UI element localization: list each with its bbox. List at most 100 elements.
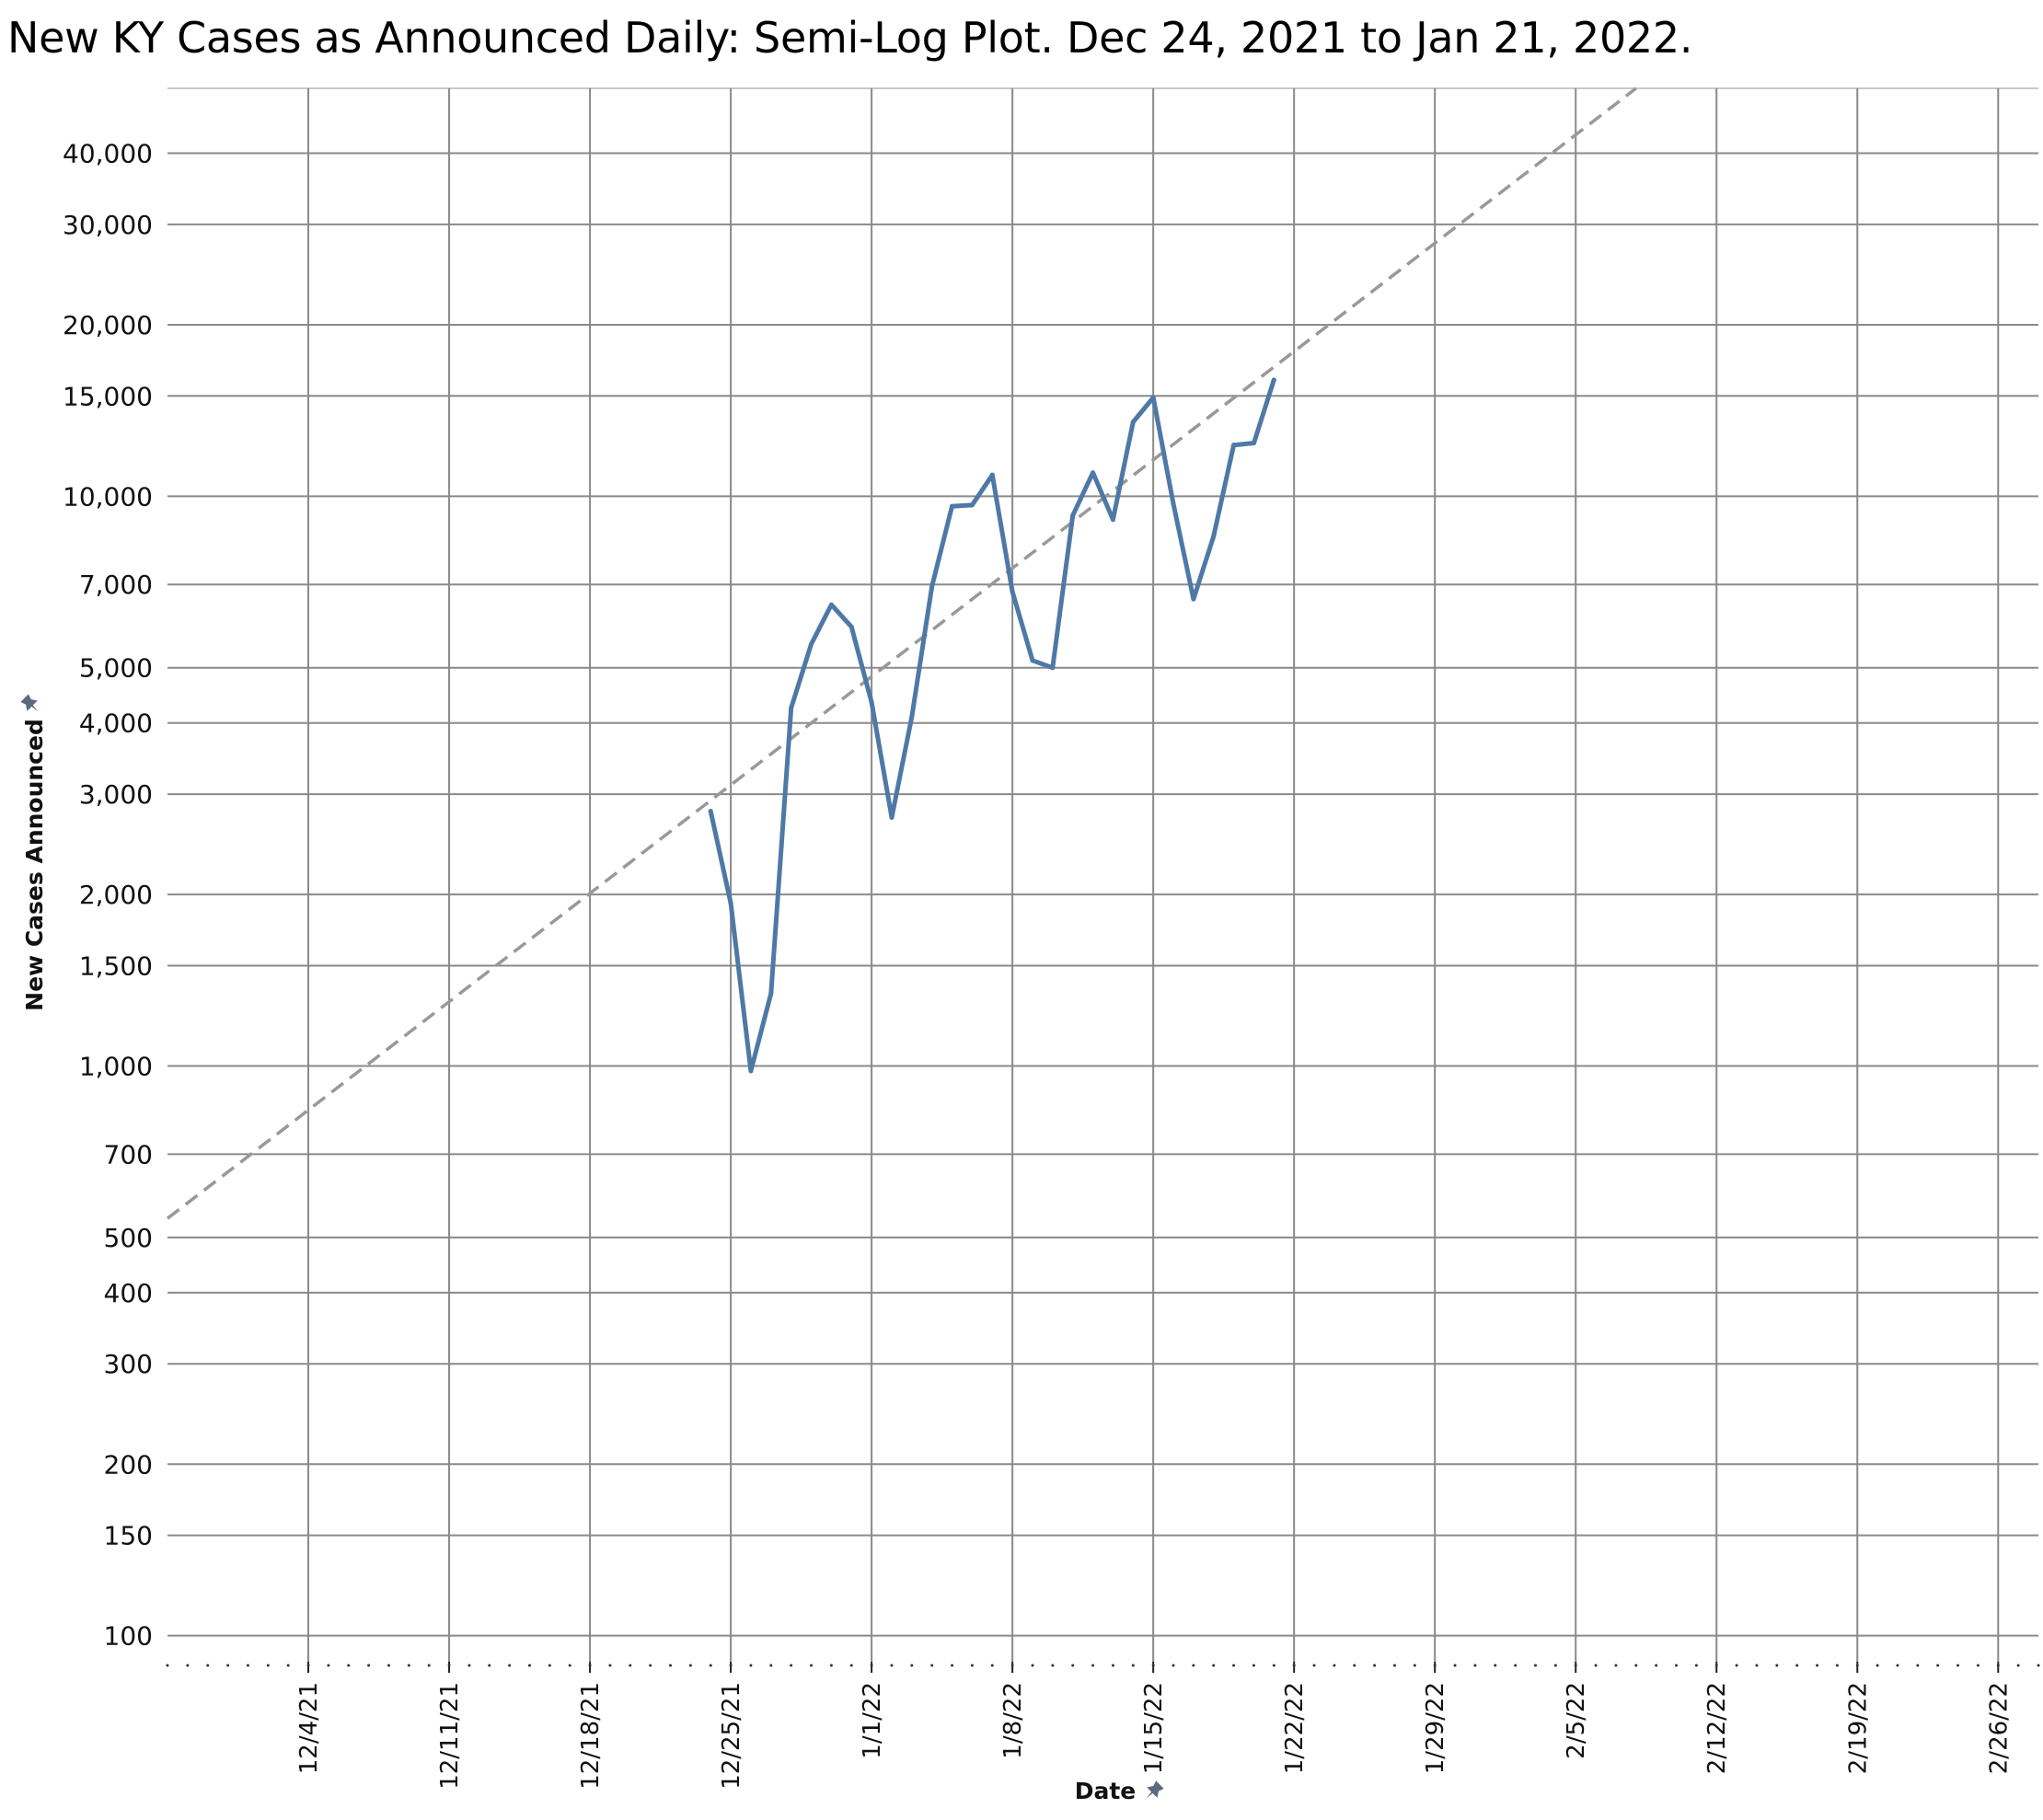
x-minor-tick <box>1111 1664 1114 1667</box>
data-point[interactable] <box>1191 596 1196 602</box>
x-minor-tick <box>1091 1664 1095 1667</box>
x-minor-tick <box>1131 1664 1135 1667</box>
x-minor-tick <box>688 1664 692 1667</box>
y-tick-label: 5,000 <box>79 653 153 684</box>
data-point[interactable] <box>1070 513 1076 518</box>
data-point[interactable] <box>1251 440 1256 445</box>
x-minor-tick <box>327 1664 330 1667</box>
data-point[interactable] <box>1271 377 1276 383</box>
data-point[interactable] <box>848 624 854 629</box>
x-minor-tick <box>1675 1664 1679 1667</box>
x-minor-tick <box>2016 1664 2020 1667</box>
x-minor-tick <box>1835 1664 1839 1667</box>
x-tick-label: 12/18/21 <box>577 1682 605 1790</box>
series-line-new-cases[interactable] <box>708 377 1276 1074</box>
x-minor-tick <box>870 1664 873 1667</box>
data-point[interactable] <box>768 991 774 996</box>
x-minor-tick <box>527 1664 531 1667</box>
data-point[interactable] <box>1150 395 1156 400</box>
x-minor-tick <box>1855 1664 1859 1667</box>
x-minor-tick <box>1292 1664 1296 1667</box>
data-point[interactable] <box>969 502 975 508</box>
data-point[interactable] <box>1010 589 1015 594</box>
y-tick-label: 500 <box>104 1223 153 1253</box>
x-minor-tick <box>1533 1664 1537 1667</box>
y-tick-label: 3,000 <box>79 779 153 810</box>
y-tick-label: 200 <box>104 1449 153 1480</box>
x-minor-tick <box>1735 1664 1738 1667</box>
y-axis-pin-icon[interactable] <box>19 693 43 717</box>
data-point[interactable] <box>989 472 995 478</box>
x-minor-tick <box>1010 1664 1014 1667</box>
x-tick-label: 1/8/22 <box>999 1682 1027 1759</box>
x-minor-tick <box>266 1664 270 1667</box>
x-minor-tick <box>1272 1664 1275 1667</box>
data-point[interactable] <box>809 641 814 647</box>
data-point[interactable] <box>889 814 895 820</box>
x-minor-tick <box>1614 1664 1618 1667</box>
data-point[interactable] <box>1030 658 1035 663</box>
y-tick-label: 1,500 <box>79 950 153 981</box>
x-minor-tick <box>1755 1664 1759 1667</box>
x-minor-tick <box>1151 1664 1155 1667</box>
data-point[interactable] <box>950 503 955 509</box>
data-point[interactable] <box>1110 517 1115 523</box>
data-point[interactable] <box>1231 443 1237 448</box>
y-tick-label: 400 <box>104 1278 153 1308</box>
x-minor-tick <box>910 1664 914 1667</box>
x-minor-tick <box>1172 1664 1175 1667</box>
x-minor-tick <box>1473 1664 1477 1667</box>
x-minor-tick <box>749 1664 753 1667</box>
x-minor-tick <box>1816 1664 1819 1667</box>
x-minor-tick <box>1071 1664 1075 1667</box>
x-minor-tick <box>186 1664 190 1667</box>
x-minor-tick <box>407 1664 410 1667</box>
x-minor-tick <box>226 1664 230 1667</box>
x-minor-tick <box>488 1664 491 1667</box>
x-tick-label: 12/25/21 <box>718 1682 745 1790</box>
data-point[interactable] <box>1050 665 1056 671</box>
x-tick-label: 12/11/21 <box>436 1682 464 1790</box>
data-point[interactable] <box>1211 534 1217 539</box>
x-minor-tick <box>1694 1664 1698 1667</box>
x-axis-pin-icon[interactable] <box>1141 1780 1165 1803</box>
y-tick-label: 1,000 <box>79 1051 153 1081</box>
x-minor-tick <box>447 1664 451 1667</box>
x-minor-tick <box>1212 1664 1216 1667</box>
data-point[interactable] <box>748 1068 754 1074</box>
x-minor-tick <box>286 1664 290 1667</box>
x-minor-tick <box>1252 1664 1255 1667</box>
y-tick-label: 40,000 <box>63 139 153 169</box>
x-minor-tick <box>810 1664 814 1667</box>
data-point[interactable] <box>1091 470 1096 476</box>
data-point[interactable] <box>909 714 915 720</box>
x-minor-tick <box>951 1664 954 1667</box>
x-minor-tick <box>629 1664 632 1667</box>
y-axis-ticks: 100 150 200 300 400 500 700 1,000 1,500 2,000 3,00… <box>63 139 153 1652</box>
data-point[interactable] <box>869 699 874 705</box>
data-point[interactable] <box>789 705 794 710</box>
data-point[interactable] <box>728 901 733 906</box>
x-minor-tick <box>1956 1664 1960 1667</box>
data-point[interactable] <box>1130 420 1136 425</box>
x-minor-tick <box>1574 1664 1577 1667</box>
data-point[interactable] <box>708 809 713 814</box>
x-minor-tick <box>608 1664 612 1667</box>
x-minor-tick <box>790 1664 793 1667</box>
x-minor-tick <box>990 1664 994 1667</box>
x-tick-label: 2/12/22 <box>1703 1682 1731 1774</box>
x-minor-tick <box>1031 1664 1034 1667</box>
data-point[interactable] <box>828 602 834 607</box>
data-point[interactable] <box>1171 501 1176 507</box>
x-minor-tick <box>1996 1664 2000 1667</box>
y-tick-label: 2,000 <box>79 880 153 910</box>
x-minor-tick <box>1051 1664 1055 1667</box>
y-axis-title: New Cases Announced <box>21 719 48 1011</box>
x-minor-tick <box>1392 1664 1396 1667</box>
x-minor-tick <box>387 1664 390 1667</box>
x-minor-tick <box>1594 1664 1598 1667</box>
x-minor-tick <box>548 1664 551 1667</box>
x-tick-label: 1/1/22 <box>859 1682 886 1759</box>
data-point[interactable] <box>929 583 935 589</box>
